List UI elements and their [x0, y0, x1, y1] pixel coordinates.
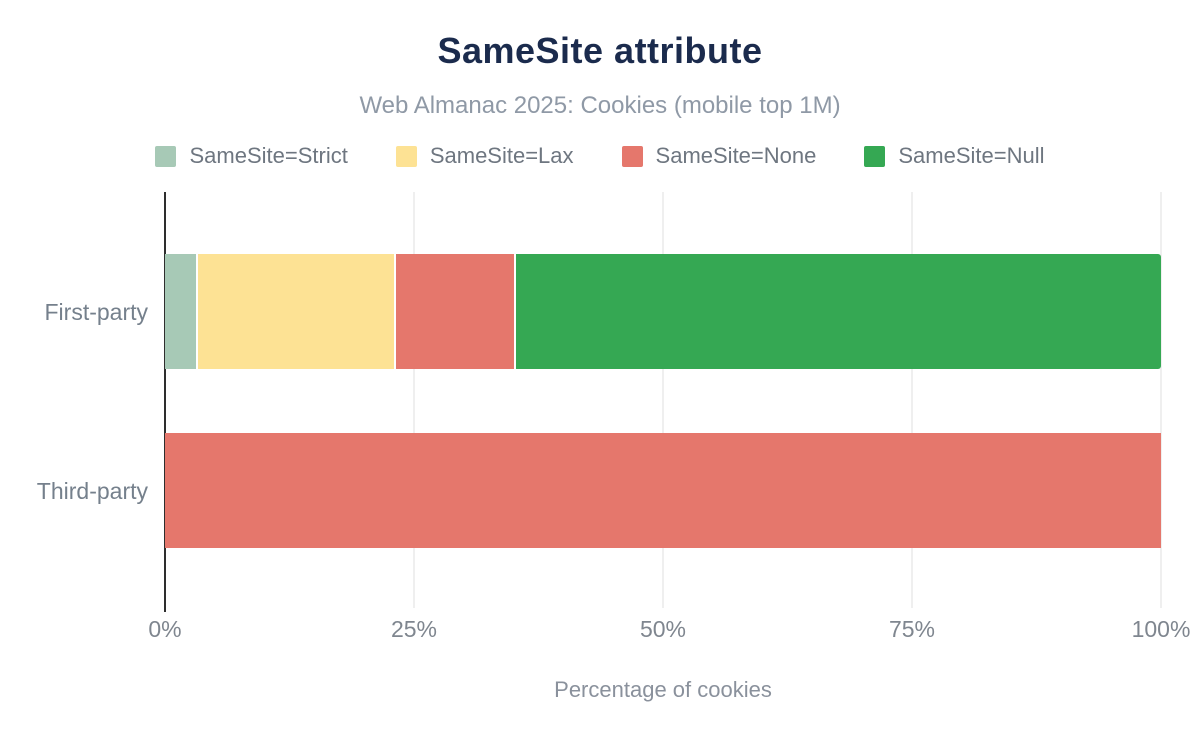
legend: SameSite=Strict SameSite=Lax SameSite=None…	[0, 143, 1200, 169]
x-tick-label: 0%	[148, 616, 182, 642]
bar-segment	[197, 254, 397, 369]
chart-subtitle: Web Almanac 2025: Cookies (mobile top 1M…	[359, 92, 841, 119]
legend-swatch-icon	[395, 145, 417, 167]
bar-segment	[165, 433, 1161, 548]
legend-item: SameSite=Strict	[155, 143, 348, 169]
legend-swatch-icon	[155, 145, 177, 167]
legend-swatch-icon	[621, 145, 643, 167]
bar-row	[165, 433, 1161, 548]
gridline	[413, 192, 415, 608]
legend-swatch-icon	[864, 145, 886, 167]
legend-item: SameSite=None	[621, 143, 817, 169]
legend-item: SameSite=Lax	[395, 143, 574, 169]
plot-area	[164, 192, 1162, 612]
category-label: Third-party	[36, 477, 148, 504]
bar-segment	[396, 254, 516, 369]
category-label: First-party	[44, 298, 149, 325]
gridline	[1160, 192, 1162, 608]
legend-label: SameSite=None	[655, 143, 817, 168]
y-axis-line	[164, 192, 166, 612]
bar-row	[165, 254, 1161, 369]
legend-label: SameSite=Null	[898, 143, 1045, 168]
x-axis-title: Percentage of cookies	[554, 677, 772, 702]
x-tick-label: 75%	[888, 616, 936, 642]
legend-label: SameSite=Lax	[429, 143, 574, 168]
gridline	[911, 192, 913, 608]
x-tick-label: 50%	[639, 616, 687, 642]
bar-segment	[515, 254, 1161, 369]
x-tick-label: 100%	[1131, 616, 1191, 642]
legend-label: SameSite=Strict	[189, 143, 348, 168]
x-tick-label: 25%	[390, 616, 438, 642]
gridline	[662, 192, 664, 608]
legend-item: SameSite=Null	[864, 143, 1045, 169]
chart-title: SameSite attribute	[437, 30, 763, 71]
bar-segment	[165, 254, 198, 369]
